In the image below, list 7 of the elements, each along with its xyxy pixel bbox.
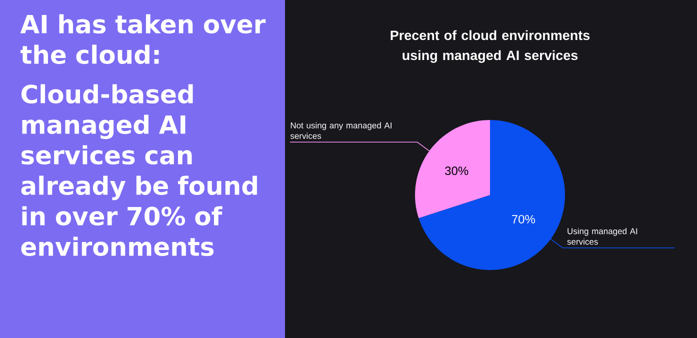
text: AI has taken over the cloud: <box>20 14 266 64</box>
data-label: 30% <box>445 166 468 176</box>
data-label: 70% <box>512 214 535 224</box>
chart-title: Precent of cloud environments using managed AI services <box>390 30 590 63</box>
slice-label: Not using any managed AI services <box>290 122 392 139</box>
text: Cloud-based managed AI services can already be found in over 70% of environments <box>21 84 257 256</box>
slice-label: Using managed AI services <box>567 228 638 245</box>
